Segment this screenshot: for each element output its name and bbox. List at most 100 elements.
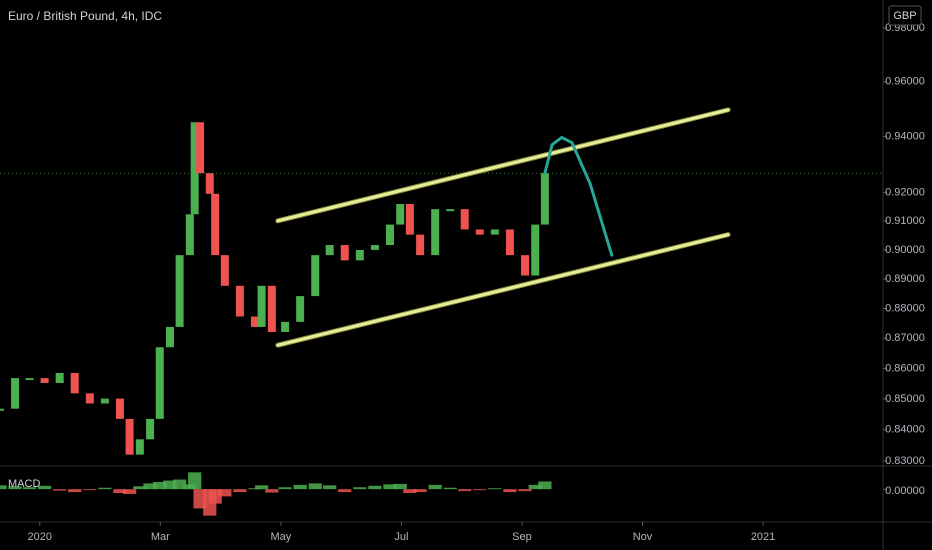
candle xyxy=(520,255,529,276)
y-tick-label: 0.85000 xyxy=(885,393,925,405)
y-tick-label: 0.91000 xyxy=(885,215,925,227)
macd-bar xyxy=(122,489,137,494)
macd-bar xyxy=(83,489,97,491)
macd-bar xyxy=(393,483,407,490)
y-tick-label: 0.89000 xyxy=(885,273,925,285)
candle xyxy=(405,204,414,235)
candle xyxy=(385,224,394,246)
candle xyxy=(25,378,34,381)
macd-bar xyxy=(53,489,67,491)
macd-bar xyxy=(172,479,187,490)
macd-bar xyxy=(368,485,382,490)
macd-bar xyxy=(353,487,367,490)
candle xyxy=(185,214,194,256)
macd-bar xyxy=(133,486,147,490)
x-tick-label: 2020 xyxy=(28,531,52,543)
macd-bar xyxy=(488,488,502,490)
y-tick-label: 0.94000 xyxy=(885,131,925,143)
macd-bar xyxy=(0,485,7,490)
candle xyxy=(325,245,334,256)
candle xyxy=(475,229,484,235)
macd-bar xyxy=(413,489,427,493)
macd-bar xyxy=(143,483,157,490)
drawing xyxy=(543,135,614,257)
candle xyxy=(250,316,259,327)
macd-bar xyxy=(473,489,487,491)
macd-bar xyxy=(443,487,457,490)
candle xyxy=(446,209,455,212)
candle xyxy=(40,378,49,383)
macd-bar xyxy=(113,489,127,494)
currency-box[interactable] xyxy=(888,5,922,26)
currency-label[interactable]: GBP xyxy=(893,10,916,22)
candle xyxy=(196,122,205,174)
candle xyxy=(146,418,155,440)
macd-bar xyxy=(8,486,22,490)
plot xyxy=(0,107,883,516)
macd-bar xyxy=(37,485,52,490)
x-tick-label: Sep xyxy=(512,531,532,543)
candle xyxy=(135,439,144,455)
x-tick-label: Mar xyxy=(151,531,170,543)
macd-bar xyxy=(265,489,279,493)
y-tick-label: 0.86000 xyxy=(885,362,925,374)
macd-bar xyxy=(98,487,112,490)
x-tick-label: 2021 xyxy=(751,531,775,543)
y-tick-label: 0.88000 xyxy=(885,302,925,314)
macd-bar xyxy=(22,487,37,490)
candle xyxy=(490,229,499,235)
candle xyxy=(190,122,199,215)
macd-bar xyxy=(338,489,352,493)
candle xyxy=(165,326,174,348)
candle xyxy=(11,378,20,409)
candle xyxy=(416,234,425,256)
y-tick-label: 0.00000 xyxy=(885,485,925,497)
candle xyxy=(431,209,440,256)
candle xyxy=(0,408,4,411)
macd-bar xyxy=(503,489,517,493)
y-tick-label: 0.83000 xyxy=(885,455,925,467)
candle xyxy=(505,229,514,256)
candle xyxy=(267,285,276,332)
candle xyxy=(115,398,124,419)
y-tick-label: 0.84000 xyxy=(885,424,925,436)
drawing xyxy=(276,233,730,347)
macd-bar xyxy=(293,484,307,490)
macd-bar xyxy=(218,489,232,497)
candle xyxy=(220,255,229,286)
candle xyxy=(281,321,290,332)
candle xyxy=(370,245,379,250)
y-tick-label: 0.96000 xyxy=(885,76,925,88)
macd-bar xyxy=(428,484,442,490)
candle xyxy=(355,249,364,261)
x-tick-label: Jul xyxy=(394,531,408,543)
candle xyxy=(311,255,320,297)
macd-bar xyxy=(68,489,82,493)
candle xyxy=(531,224,540,276)
candle xyxy=(70,372,79,394)
y-tick-label: 0.92000 xyxy=(885,187,925,199)
candle xyxy=(396,204,405,225)
candle xyxy=(257,285,266,327)
indicator-title: MACD xyxy=(8,478,40,490)
x-tick-label: Nov xyxy=(633,531,653,543)
candle xyxy=(460,209,469,230)
y-tick-label: 0.87000 xyxy=(885,332,925,344)
candle xyxy=(125,418,134,455)
drawing xyxy=(276,108,730,223)
x-tick-label: May xyxy=(270,531,291,543)
macd-bar xyxy=(254,485,269,490)
candle xyxy=(235,285,244,317)
candle xyxy=(205,173,214,194)
macd-bar xyxy=(458,489,472,492)
macd-bar xyxy=(518,489,532,492)
macd-bar xyxy=(188,472,202,490)
macd-bar xyxy=(528,484,542,490)
candle xyxy=(211,193,220,256)
macd-bar xyxy=(163,480,177,490)
macd-bar xyxy=(383,484,397,490)
candle xyxy=(175,255,184,327)
macd-bar xyxy=(153,481,167,490)
